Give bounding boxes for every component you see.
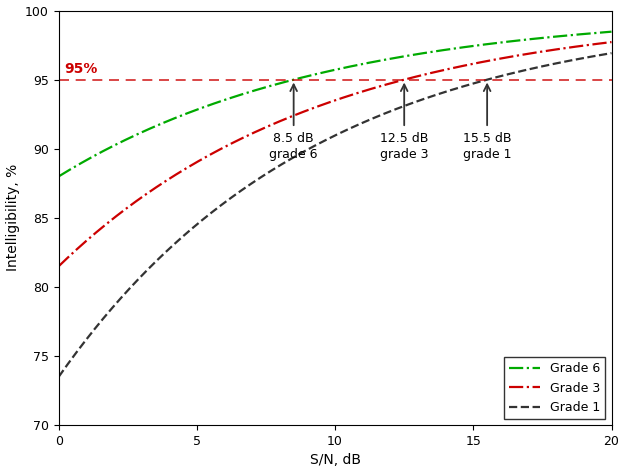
- Grade 3: [608, 39, 615, 45]
- Y-axis label: Intelligibility, %: Intelligibility, %: [6, 164, 19, 272]
- Grade 3: [354, 90, 362, 96]
- Grade 3: [318, 102, 325, 108]
- Grade 1: [55, 374, 63, 380]
- Legend: Grade 6, Grade 3, Grade 1: Grade 6, Grade 3, Grade 1: [504, 358, 605, 419]
- Grade 3: [321, 101, 328, 107]
- Grade 3: [55, 263, 63, 269]
- Grade 1: [594, 53, 602, 58]
- Line: Grade 1: Grade 1: [59, 53, 611, 377]
- Grade 6: [318, 70, 325, 76]
- Text: 8.5 dB
grade 6: 8.5 dB grade 6: [269, 132, 318, 161]
- Text: 95%: 95%: [64, 61, 98, 76]
- Grade 6: [384, 56, 391, 62]
- Grade 6: [608, 29, 615, 35]
- Text: 15.5 dB
grade 1: 15.5 dB grade 1: [463, 132, 511, 161]
- Grade 3: [384, 81, 391, 87]
- Grade 1: [321, 138, 328, 143]
- Grade 1: [354, 122, 362, 128]
- Grade 3: [594, 41, 602, 46]
- Grade 6: [55, 174, 63, 179]
- Grade 6: [508, 38, 516, 44]
- Grade 3: [508, 54, 516, 60]
- Grade 6: [321, 70, 328, 75]
- Line: Grade 3: Grade 3: [59, 42, 611, 266]
- Text: 12.5 dB
grade 3: 12.5 dB grade 3: [380, 132, 429, 161]
- X-axis label: S/N, dB: S/N, dB: [309, 454, 361, 467]
- Grade 1: [384, 109, 391, 115]
- Grade 1: [508, 70, 516, 76]
- Grade 6: [594, 30, 602, 35]
- Grade 1: [318, 140, 325, 145]
- Grade 6: [354, 62, 362, 68]
- Line: Grade 6: Grade 6: [59, 32, 611, 176]
- Grade 1: [608, 50, 615, 56]
